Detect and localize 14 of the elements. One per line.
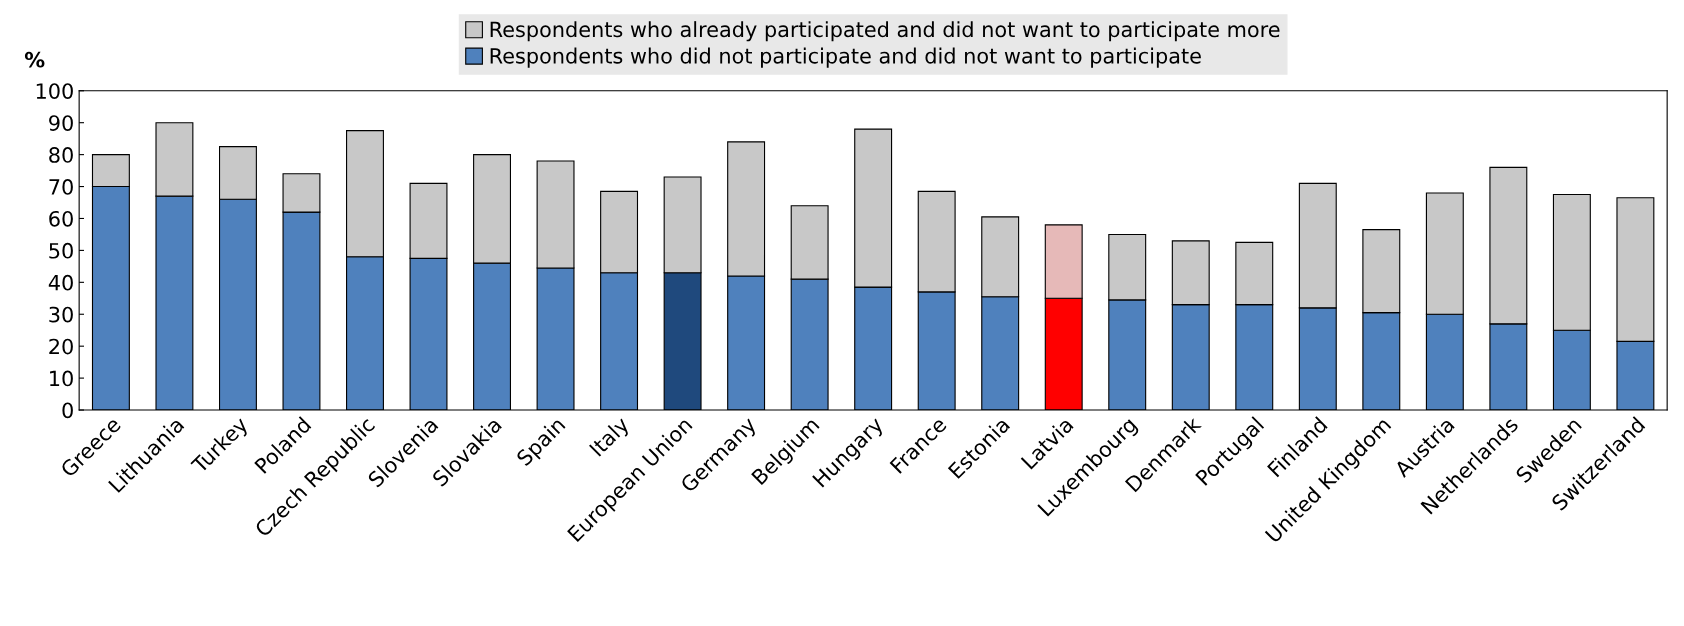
y-tick-label: 50 (49, 242, 73, 259)
y-tick-label: 30 (49, 306, 73, 323)
y-tick-label: 80 (49, 147, 73, 163)
y-tick-label: 0 (62, 402, 73, 419)
y-tick-label: 100 (36, 83, 73, 99)
y-tick-label: 90 (49, 115, 73, 131)
y-tick-label: 20 (49, 338, 73, 355)
legend-label: Respondents who already participated and did not want to participate more (490, 21, 1280, 42)
y-tick-label: 70 (49, 179, 73, 195)
y-axis-title: % (24, 51, 45, 68)
y-tick-label: 10 (50, 370, 73, 387)
y-tick-label: 40 (48, 274, 73, 291)
legend-label: Respondents who did not participate and did not want to participate (490, 47, 1201, 68)
y-tick-label: 60 (49, 210, 73, 227)
